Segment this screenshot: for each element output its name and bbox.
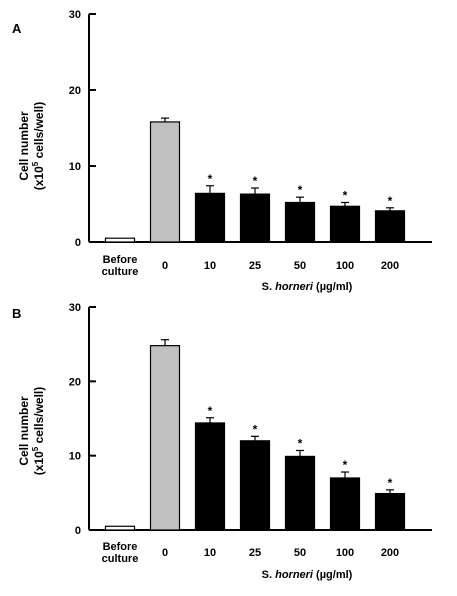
category-label-b-0: Before culture [102,541,139,565]
significance-marker-b-3: * [253,422,258,436]
y-tick-label-a-0: 0 [75,237,81,249]
bars-b: * * * * * [104,339,406,531]
x-axis-title-a: S. horneri (µg/ml) [262,281,353,293]
category-label-b-1: 0 [162,547,168,559]
y-tick-label-a-3: 30 [69,9,81,21]
y-tick-label-a-2: 20 [69,85,81,97]
y-tick-label-b-3: 30 [69,302,81,314]
category-label-b-5: 100 [336,547,354,559]
bars-a: * * * * * [104,117,406,243]
bar-b-1 [149,345,181,531]
category-label-a-6: 200 [381,260,399,272]
y-tick-label-a-1: 10 [69,161,81,173]
significance-marker-b-2: * [208,404,213,418]
y-axis-title-line2-a: (x105 cells/well) [31,102,46,191]
category-label-b-4: 50 [294,547,306,559]
significance-marker-b-4: * [298,436,303,450]
significance-marker-a-4: * [298,183,303,197]
bar-a-6 [374,210,406,243]
panel-letter-a: A [12,21,22,36]
category-label-b-3: 25 [249,547,261,559]
bar-b-6 [374,492,406,531]
y-tick-label-b-0: 0 [75,525,81,537]
chart-panel-b: B Cell number (x105 cells/well) 0102030 … [12,302,432,581]
chart-panel-a: A Cell number (x105 cells/well) 0102030 … [12,9,432,293]
category-label-a-4: 50 [294,260,306,272]
x-axis-title-b: S. horneri (µg/ml) [262,569,353,581]
y-axis-title-b: Cell number (x105 cells/well) [17,387,46,476]
y-axis-a: 0 10 20 30 [69,9,96,249]
bar-a-2 [194,192,226,243]
panel-letter-b: B [12,306,21,321]
bar-b-2 [194,422,226,531]
significance-marker-b-5: * [343,458,348,472]
bar-b-4 [284,455,316,531]
y-axis-title-line1-a: Cell number [17,111,31,181]
bar-b-0 [104,525,136,531]
category-label-a-2: 10 [204,260,216,272]
category-label-a-0: Before culture [102,254,139,278]
category-labels-a: Before culture 0 10 25 50 100 200 [102,254,400,278]
category-label-b-2: 10 [204,547,216,559]
bar-a-0 [104,237,136,243]
category-label-a-1: 0 [162,260,168,272]
bar-a-3 [239,193,271,243]
bar-a-4 [284,201,316,243]
significance-marker-a-3: * [253,174,258,188]
significance-marker-a-5: * [343,188,348,202]
significance-marker-a-2: * [208,172,213,186]
category-labels-b: Before culture 0 10 25 50 100 200 [102,541,400,565]
y-axis-title-a: Cell number (x105 cells/well) [17,102,46,191]
category-label-b-6: 200 [381,547,399,559]
bar-b-5 [329,477,361,531]
bar-a-5 [329,205,361,243]
category-label-a-3: 25 [249,260,261,272]
y-axis-title-line2-b: (x105 cells/well) [31,387,46,476]
y-tick-label-b-2: 20 [69,376,81,388]
category-label-a-5: 100 [336,260,354,272]
y-axis-b: 0 10 20 30 [69,302,96,537]
bar-b-3 [239,440,271,531]
y-axis-title-line1-b: Cell number [17,396,31,466]
y-tick-label-b-1: 10 [69,451,81,463]
bar-a-1 [149,121,181,243]
significance-marker-b-6: * [388,476,393,490]
significance-marker-a-6: * [388,194,393,208]
